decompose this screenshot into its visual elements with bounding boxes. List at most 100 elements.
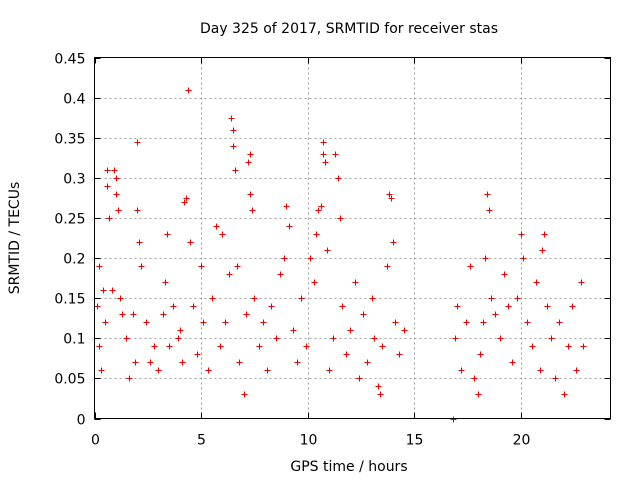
data-point xyxy=(117,295,124,302)
data-point xyxy=(377,391,384,398)
data-point xyxy=(213,223,220,230)
data-point xyxy=(463,319,470,326)
data-point xyxy=(458,367,465,374)
x-tick-label: 20 xyxy=(513,433,531,449)
data-point xyxy=(520,255,527,262)
data-point xyxy=(524,319,531,326)
data-point xyxy=(518,231,525,238)
data-point xyxy=(384,263,391,270)
data-point xyxy=(294,359,301,366)
data-point xyxy=(230,127,237,134)
data-point xyxy=(578,279,585,286)
data-point xyxy=(111,167,118,174)
data-point xyxy=(273,335,280,342)
data-point xyxy=(164,231,171,238)
axis-ticks: 0 0.05 0.1 0.15 0.2 0.25 0.3 0.35 0.4 0.45 0 5 10 15 2… xyxy=(54,52,611,449)
data-point xyxy=(217,343,224,350)
data-point xyxy=(106,215,113,222)
y-tick-label: 0.15 xyxy=(54,292,85,308)
data-point xyxy=(388,195,395,202)
data-point xyxy=(209,295,216,302)
data-point xyxy=(467,263,474,270)
data-point xyxy=(155,367,162,374)
data-point xyxy=(200,319,207,326)
data-point xyxy=(347,327,354,334)
data-point xyxy=(179,359,186,366)
data-point xyxy=(104,167,111,174)
data-point xyxy=(497,335,504,342)
plot-frame xyxy=(94,57,611,419)
y-tick-label: 0.1 xyxy=(63,332,85,348)
chart-title: Day 325 of 2017, SRMTID for receiver sta… xyxy=(200,21,498,37)
data-point xyxy=(326,367,333,374)
data-point xyxy=(505,303,512,310)
data-point xyxy=(183,195,190,202)
data-point xyxy=(482,255,489,262)
data-point xyxy=(450,416,457,423)
y-tick-label: 0.3 xyxy=(63,172,85,188)
y-tick-label: 0.45 xyxy=(54,52,85,68)
data-point xyxy=(360,311,367,318)
data-point xyxy=(371,335,378,342)
data-point xyxy=(281,255,288,262)
data-point xyxy=(190,303,197,310)
grid-lines xyxy=(94,57,611,419)
data-point xyxy=(509,359,516,366)
data-point xyxy=(222,319,229,326)
data-point xyxy=(228,115,235,122)
data-point xyxy=(392,319,399,326)
data-point xyxy=(185,87,192,94)
data-point xyxy=(477,351,484,358)
data-point xyxy=(166,343,173,350)
data-point xyxy=(332,151,339,158)
data-point xyxy=(352,279,359,286)
data-point xyxy=(170,303,177,310)
x-tick-label: 10 xyxy=(300,433,318,449)
data-point xyxy=(232,167,239,174)
y-axis-label: SRMTID / TECUs xyxy=(7,182,23,295)
data-point xyxy=(375,383,382,390)
y-tick-label: 0 xyxy=(77,413,86,429)
data-point xyxy=(175,335,182,342)
data-point xyxy=(162,279,169,286)
y-tick-label: 0.4 xyxy=(63,92,85,108)
data-point xyxy=(501,271,508,278)
data-point xyxy=(303,343,310,350)
data-point xyxy=(286,223,293,230)
y-tick-label: 0.2 xyxy=(63,252,85,268)
data-points xyxy=(94,87,587,423)
data-point xyxy=(160,311,167,318)
data-point xyxy=(539,247,546,254)
data-point xyxy=(130,311,137,318)
data-point xyxy=(264,367,271,374)
data-point xyxy=(138,263,145,270)
data-point xyxy=(339,303,346,310)
data-point xyxy=(115,207,122,214)
data-point xyxy=(119,311,126,318)
data-point xyxy=(256,343,263,350)
data-point xyxy=(219,231,226,238)
data-point xyxy=(136,239,143,246)
data-point xyxy=(226,271,233,278)
data-point xyxy=(471,375,478,382)
data-point xyxy=(198,263,205,270)
data-point xyxy=(307,255,314,262)
data-point xyxy=(318,203,325,210)
data-point xyxy=(315,207,322,214)
data-point xyxy=(486,207,493,214)
data-point xyxy=(113,191,120,198)
data-point xyxy=(364,359,371,366)
data-point xyxy=(452,335,459,342)
data-point xyxy=(484,191,491,198)
data-point xyxy=(313,231,320,238)
data-point xyxy=(247,151,254,158)
data-point xyxy=(454,303,461,310)
data-point xyxy=(544,303,551,310)
data-point xyxy=(396,351,403,358)
data-point xyxy=(94,303,101,310)
data-point xyxy=(126,375,133,382)
data-point xyxy=(123,335,130,342)
data-point xyxy=(488,295,495,302)
data-point xyxy=(552,375,559,382)
data-point xyxy=(268,303,275,310)
